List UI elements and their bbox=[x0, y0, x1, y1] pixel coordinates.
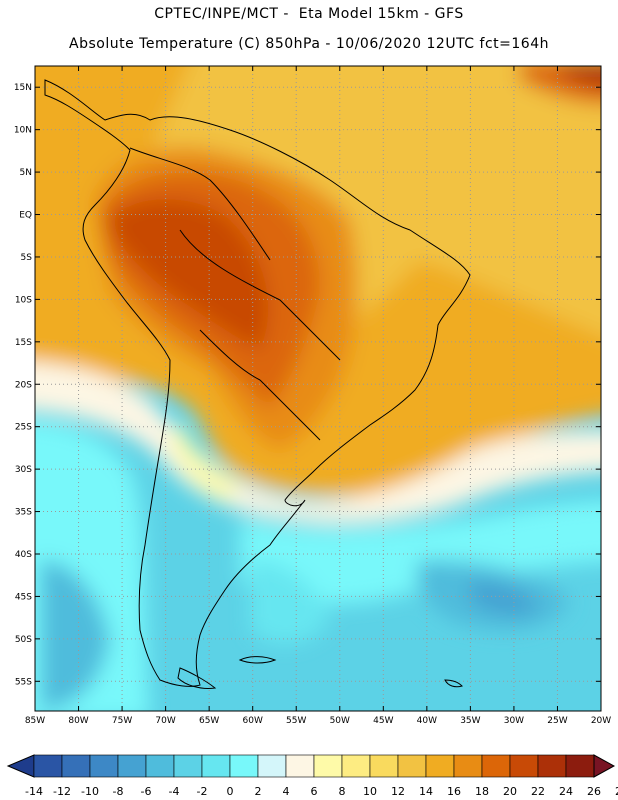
colorbar-swatch bbox=[453, 754, 483, 778]
lat-tick-label: 10N bbox=[14, 126, 32, 136]
coastline-outline bbox=[44, 79, 471, 689]
colorbar-swatch bbox=[145, 754, 175, 778]
lat-tick-label: EQ bbox=[19, 211, 32, 221]
colorbar-swatch bbox=[173, 754, 203, 778]
colorbar-swatch bbox=[61, 754, 91, 778]
colorbar-label: 2 bbox=[255, 785, 262, 798]
colorbar-label: 10 bbox=[363, 785, 377, 798]
lon-tick-label: 80W bbox=[68, 716, 88, 726]
colorbar-swatch bbox=[537, 754, 567, 778]
lat-tick-label: 25S bbox=[15, 423, 32, 433]
colorbar-label: 0 bbox=[227, 785, 234, 798]
lat-tick-label: 55S bbox=[15, 677, 32, 687]
temperature-field bbox=[35, 66, 601, 711]
colorbar-label: 18 bbox=[475, 785, 489, 798]
colorbar-label: 12 bbox=[391, 785, 405, 798]
colorbar-swatch bbox=[313, 754, 343, 778]
colorbar-label: -2 bbox=[197, 785, 208, 798]
colorbar-label: 24 bbox=[559, 785, 573, 798]
lon-tick-label: 30W bbox=[504, 716, 524, 726]
lon-tick-label: 45W bbox=[373, 716, 393, 726]
colorbar-swatch bbox=[369, 754, 399, 778]
colorbar-swatch bbox=[33, 754, 63, 778]
lon-tick-label: 20W bbox=[591, 716, 611, 726]
lon-tick-label: 70W bbox=[155, 716, 175, 726]
colorbar-label: 20 bbox=[503, 785, 517, 798]
colorbar-swatch bbox=[509, 754, 539, 778]
title-line-1: CPTEC/INPE/MCT - Eta Model 15km - GFS bbox=[154, 6, 464, 22]
colorbar-swatch bbox=[229, 754, 259, 778]
lon-tick-label: 40W bbox=[417, 716, 437, 726]
lat-tick-label: 15N bbox=[14, 83, 32, 93]
lat-tick-label: 5N bbox=[20, 168, 32, 178]
lat-tick-label: 45S bbox=[15, 592, 32, 602]
colorbar bbox=[6, 754, 616, 778]
lat-tick-label: 40S bbox=[15, 550, 32, 560]
colorbar-swatch bbox=[341, 754, 371, 778]
lon-tick-label: 65W bbox=[199, 716, 219, 726]
colorbar-arrow-right bbox=[593, 754, 616, 778]
lon-tick-label: 85W bbox=[25, 716, 45, 726]
colorbar-label: 26 bbox=[587, 785, 601, 798]
colorbar-label: -4 bbox=[169, 785, 180, 798]
colorbar-label: 22 bbox=[531, 785, 545, 798]
colorbar-swatch bbox=[89, 754, 119, 778]
colorbar-swatch bbox=[565, 754, 595, 778]
colorbar-label: -12 bbox=[53, 785, 71, 798]
colorbar-label: 6 bbox=[311, 785, 318, 798]
colorbar-arrow-left bbox=[6, 754, 35, 778]
colorbar-label: 4 bbox=[283, 785, 290, 798]
colorbar-label: -14 bbox=[25, 785, 43, 798]
colorbar-swatch bbox=[425, 754, 455, 778]
colorbar-label: -10 bbox=[81, 785, 99, 798]
colorbar-swatch bbox=[481, 754, 511, 778]
colorbar-label: 14 bbox=[419, 785, 433, 798]
colorbar-swatch bbox=[201, 754, 231, 778]
lon-tick-label: 75W bbox=[112, 716, 132, 726]
lon-tick-label: 25W bbox=[547, 716, 567, 726]
lat-tick-label: 5S bbox=[21, 253, 33, 263]
colorbar-label: -8 bbox=[113, 785, 124, 798]
colorbar-swatch bbox=[117, 754, 147, 778]
colorbar-swatch bbox=[397, 754, 427, 778]
lat-tick-label: 15S bbox=[15, 338, 32, 348]
lon-tick-label: 50W bbox=[330, 716, 350, 726]
lon-tick-label: 55W bbox=[286, 716, 306, 726]
colorbar-label: 16 bbox=[447, 785, 461, 798]
colorbar-label: -6 bbox=[141, 785, 152, 798]
lat-tick-label: 50S bbox=[15, 635, 32, 645]
colorbar-label: 28 bbox=[615, 785, 618, 798]
lat-tick-label: 20S bbox=[15, 380, 32, 390]
title-line-2: Absolute Temperature (C) 850hPa - 10/06/… bbox=[69, 36, 549, 52]
colorbar-label: 8 bbox=[339, 785, 346, 798]
lat-tick-label: 10S bbox=[15, 295, 32, 305]
lat-tick-label: 30S bbox=[15, 465, 32, 475]
lon-tick-label: 35W bbox=[460, 716, 480, 726]
lat-tick-label: 35S bbox=[15, 508, 32, 518]
colorbar-swatch bbox=[285, 754, 315, 778]
colorbar-swatch bbox=[257, 754, 287, 778]
map-frame bbox=[34, 65, 602, 712]
lon-tick-label: 60W bbox=[243, 716, 263, 726]
